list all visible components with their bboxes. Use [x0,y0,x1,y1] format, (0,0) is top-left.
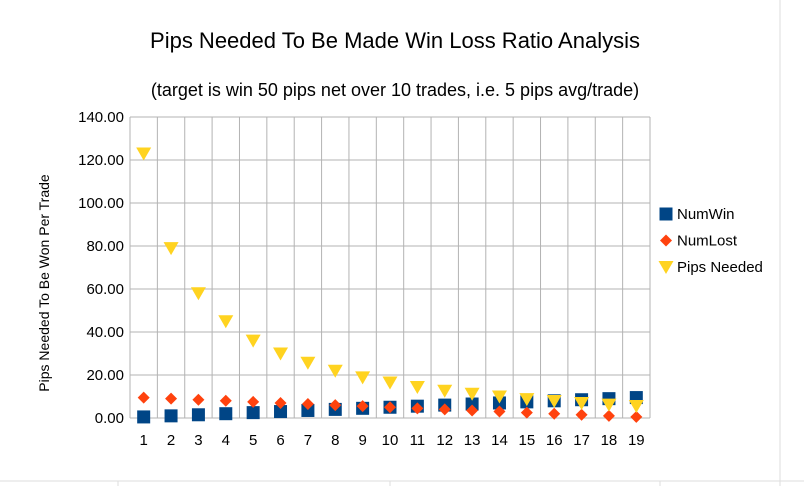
pips-needed-point [574,396,590,410]
x-tick-label: 17 [573,432,590,449]
y-tick-label: 40.00 [86,324,124,341]
pips-needed-point [628,399,644,413]
numlost-point [274,396,287,409]
numwin-point [301,403,315,417]
y-tick-label: 100.00 [78,195,124,212]
numlost-point [219,394,232,407]
x-tick-label: 5 [249,432,257,449]
y-axis-label: Pips Needed To Be Won Per Trade [36,174,52,392]
chart-title: Pips Needed To Be Made Win Loss Ratio An… [150,28,640,53]
x-tick-label: 7 [304,432,312,449]
pips-needed-point [519,393,535,407]
numlost-point [411,402,424,415]
plot-area: 0.00 20.00 40.00 60.00 80.00 100.00 120.00 140.… [78,109,651,449]
x-tick-label: 9 [358,432,366,449]
y-tick-label: 60.00 [86,281,124,298]
pips-needed-point [190,287,206,301]
pips-needed-point [327,364,343,378]
legend-marker-numlost [660,234,672,247]
legend-label-pips-needed: Pips Needed [677,259,763,276]
numlost-point [438,403,451,416]
numlost-point [192,393,205,406]
numwin-point [274,405,288,419]
legend-marker-pips-needed [658,261,674,274]
numlost-point [630,410,643,423]
chart-subtitle: (target is win 50 pips net over 10 trade… [151,80,639,100]
pips-needed-point [546,395,562,409]
x-tick-label: 12 [436,432,453,449]
pips-needed-point [218,315,234,329]
numwin-point [191,408,205,422]
numlost-point [602,409,615,422]
numwin-point [164,409,178,423]
numlost-point [165,392,178,405]
pips-needed-point [491,390,507,404]
legend-label-numlost: NumLost [677,233,738,250]
x-tick-label: 15 [518,432,535,449]
numlost-point [384,401,396,414]
numlost-point [356,400,369,413]
numwin-point [465,397,479,411]
pips-needed-point [355,371,371,385]
pips-needed-point [245,334,261,348]
x-tick-label: 16 [546,432,563,449]
numwin-point [137,410,151,424]
numlost-point [575,408,588,421]
x-tick-label: 11 [410,432,426,449]
numlost-point [520,406,533,419]
pips-needed-point [601,398,617,412]
numwin-point [246,406,260,420]
x-tick-label: 4 [222,432,230,449]
pips-needed-point [136,147,152,161]
pips-needed-point [464,387,480,401]
numlost-point [548,407,561,420]
x-tick-label: 13 [464,432,481,449]
pips-needed-point [437,384,453,398]
numlost-point [301,398,314,411]
x-tick-label: 2 [167,432,175,449]
x-tick-label: 6 [276,432,284,449]
x-tick-label: 19 [628,432,645,449]
pips-needed-point [382,376,398,390]
x-tick-label: 10 [382,432,399,449]
x-tick-label: 14 [491,432,508,449]
pips-needed-point [273,347,289,361]
pips-needed-point [409,381,425,395]
x-tick-label: 18 [601,432,618,449]
y-tick-label: 0.00 [95,410,124,427]
numwin-point [219,407,233,421]
y-tick-label: 80.00 [86,238,124,255]
legend-marker-numwin [659,207,673,221]
numlost-point [329,399,342,412]
legend: NumWin NumLost Pips Needed [658,206,763,276]
pips-needed-point [163,242,179,256]
legend-label-numwin: NumWin [677,206,735,223]
x-tick-label: 8 [331,432,339,449]
y-tick-label: 140.00 [78,109,124,126]
numlost-point [466,404,479,417]
numlost-point [247,395,260,408]
x-tick-label: 1 [140,432,148,449]
numlost-point [493,405,506,418]
pips-needed-point [300,356,316,370]
numlost-point [137,391,150,404]
x-tick-label: 3 [194,432,202,449]
y-tick-label: 20.00 [86,367,124,384]
y-tick-label: 120.00 [78,152,124,169]
